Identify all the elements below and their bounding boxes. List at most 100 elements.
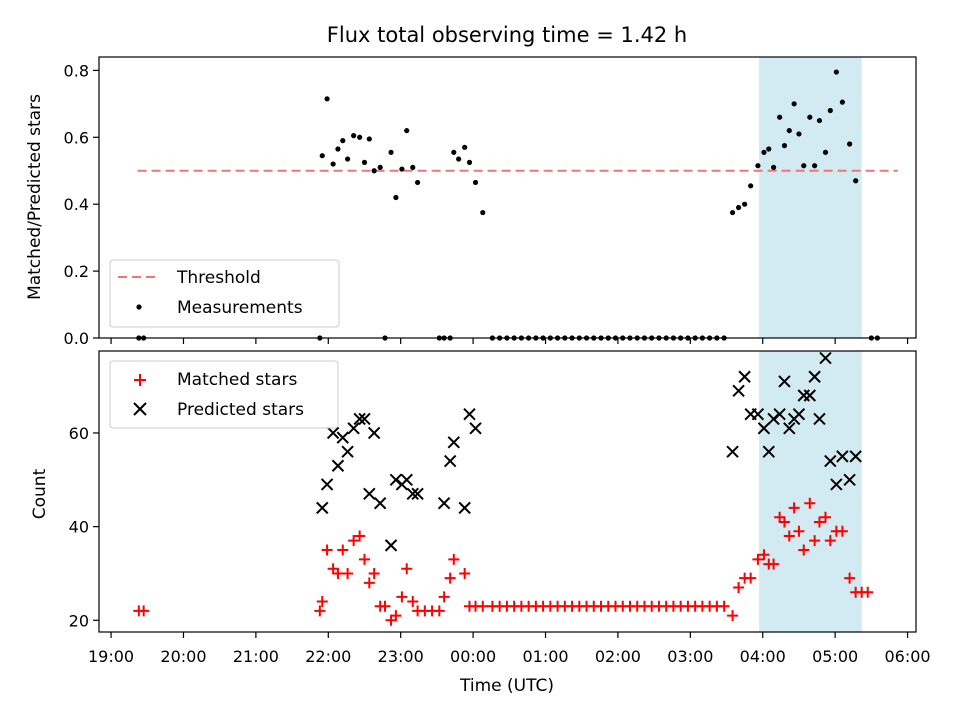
measurement-point: [833, 69, 839, 75]
predicted-star-point: [411, 487, 424, 501]
matched-star-point: [327, 563, 339, 575]
measurement-point: [393, 194, 399, 201]
matched-star-point: [314, 605, 326, 617]
measurement-point: [366, 136, 372, 142]
measurement-point: [777, 114, 783, 120]
matched-star-point: [836, 525, 848, 537]
measurement-point: [847, 141, 853, 147]
matched-star-point: [774, 511, 786, 523]
predicted-star-point: [331, 459, 345, 472]
predicted-star-point: [320, 478, 334, 491]
predicted-star-point: [757, 422, 771, 435]
y-tick-label: 0.8: [64, 61, 89, 80]
y-tick-label: 0.4: [64, 195, 89, 214]
measurement-point: [770, 164, 777, 170]
matched-star-point: [813, 516, 825, 528]
predicted-star-point: [783, 422, 796, 435]
chart-title: Flux total observing time = 1.42 h: [327, 23, 687, 47]
measurement-point: [480, 209, 486, 216]
top-y-axis-label: Matched/Predicted stars: [25, 94, 45, 300]
measurement-point: [466, 159, 473, 165]
measurement-point: [766, 146, 772, 152]
matched-star-point: [433, 605, 445, 617]
legend-predicted-label: Predicted stars: [177, 400, 304, 420]
legend-matched-label: Matched stars: [177, 370, 297, 390]
measurement-point: [410, 164, 416, 170]
x-tick-label: 23:00: [378, 647, 424, 666]
y-tick-label: 0.0: [64, 329, 89, 348]
matched-star-point: [385, 614, 397, 626]
predicted-star-point: [813, 412, 826, 426]
measurement-point: [816, 117, 823, 124]
x-tick-label: 04:00: [740, 647, 786, 666]
y-tick-label: 20: [69, 611, 89, 630]
x-tick-label: 22:00: [305, 647, 351, 666]
predicted-star-point: [469, 422, 482, 435]
x-tick-label: 02:00: [595, 647, 641, 666]
predicted-star-point: [443, 454, 457, 468]
matched-star-point: [793, 525, 805, 537]
predicted-star-point: [326, 426, 340, 440]
matched-star-point: [337, 544, 349, 556]
matched-star-point: [798, 544, 810, 556]
top-y-ticks: 0.0 0.2 0.4 0.6 0.8: [64, 61, 99, 348]
predicted-star-point: [836, 450, 849, 463]
measurement-point: [330, 161, 336, 167]
matched-star-point: [368, 567, 380, 579]
measurement-point: [791, 101, 797, 107]
predicted-star-point: [400, 473, 413, 486]
predicted-star-point: [373, 497, 387, 510]
predicted-star-point: [824, 454, 837, 468]
predicted-star-point: [447, 436, 461, 449]
measurement-point: [357, 134, 363, 140]
predicted-star-point: [458, 501, 471, 515]
matched-star-point: [819, 511, 831, 523]
measurement-point: [853, 178, 859, 184]
matched-star-point: [348, 535, 360, 547]
predicted-star-point: [363, 487, 376, 501]
measurement-point: [371, 168, 377, 174]
predicted-star-point: [773, 408, 786, 421]
matched-star-point: [390, 610, 402, 622]
matched-star-point: [138, 605, 150, 617]
predicted-star-point: [819, 351, 832, 365]
predicted-star-point: [384, 539, 398, 552]
measurement-point: [319, 153, 325, 159]
legend-threshold-label: Threshold: [176, 268, 261, 288]
matched-star-point: [358, 553, 370, 565]
measurement-point: [456, 156, 462, 162]
matched-star-point: [342, 567, 354, 579]
x-tick-label: 21:00: [233, 647, 279, 666]
predicted-star-point: [751, 408, 765, 421]
matched-star-point: [363, 577, 375, 589]
measurement-point: [742, 201, 748, 207]
matched-star-point: [332, 567, 344, 579]
matched-star-point: [477, 600, 489, 612]
matched-star-point: [844, 572, 856, 584]
x-axis-label: Time (UTC): [459, 676, 554, 696]
measurement-point: [377, 164, 383, 170]
matched-star-point: [752, 553, 764, 565]
matched-star-point: [809, 535, 821, 547]
measurement-point: [414, 179, 421, 186]
top-shaded-interval: [759, 57, 862, 338]
top-legend: Threshold Measurements: [109, 259, 340, 328]
predicted-star-point: [830, 478, 843, 491]
measurement-point: [812, 163, 818, 169]
measurement-point: [399, 166, 405, 172]
predicted-star-point: [316, 501, 329, 515]
bottom-y-ticks: 20 40 60: [69, 424, 99, 630]
measurement-point: [761, 149, 767, 155]
matched-star-point: [804, 497, 816, 509]
matched-star-point: [354, 530, 366, 542]
predicted-star-point: [406, 487, 419, 501]
matched-star-point: [407, 596, 419, 608]
measurement-point: [748, 183, 754, 189]
bottom-shaded-interval: [759, 351, 862, 632]
measurement-point: [755, 163, 761, 169]
matched-star-point: [401, 563, 413, 575]
y-tick-label: 40: [69, 518, 89, 537]
measurement-point: [807, 114, 813, 120]
matched-star-point: [745, 572, 757, 584]
